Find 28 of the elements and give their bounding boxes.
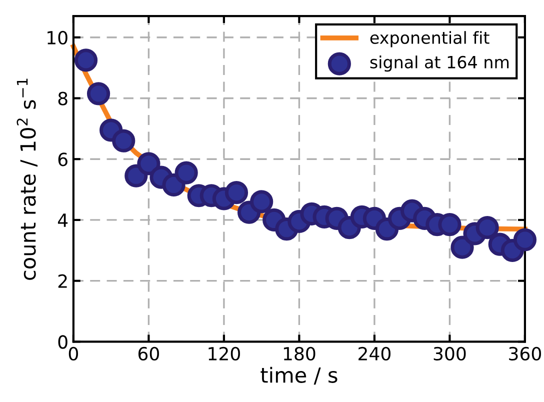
point [450, 236, 474, 259]
point [224, 181, 248, 204]
y-tick-label: 2 [58, 274, 67, 288]
x-tick-label: 180 [284, 346, 316, 361]
point [438, 212, 462, 236]
y-tick-label: 4 [58, 214, 68, 227]
x-tick-label: 120 [208, 346, 240, 361]
y-tick-label: 8 [58, 92, 68, 106]
legend-label: exponential fit [370, 31, 490, 48]
point [250, 190, 274, 214]
y-tick-label: 10 [48, 30, 68, 44]
x-tick-label: 360 [509, 346, 541, 361]
x-tick-label: 300 [434, 346, 466, 361]
point [112, 129, 136, 152]
y-tick-label: 0 [58, 335, 68, 349]
point [174, 161, 198, 184]
x-tick-label: 60 [138, 346, 159, 361]
x-axis-title: time / s [260, 366, 338, 385]
point [86, 82, 110, 106]
y-axis-title: count rate / 10$^{2}$ s$^{−1}$ [16, 78, 38, 280]
point [513, 228, 537, 252]
point [74, 48, 98, 72]
x-tick-label: 240 [358, 346, 390, 361]
y-tick-label: 6 [58, 152, 68, 166]
legend-label: signal at 164 nm [370, 56, 509, 72]
x-tick-label: 0 [68, 346, 78, 361]
point [137, 152, 160, 176]
point [476, 216, 499, 240]
